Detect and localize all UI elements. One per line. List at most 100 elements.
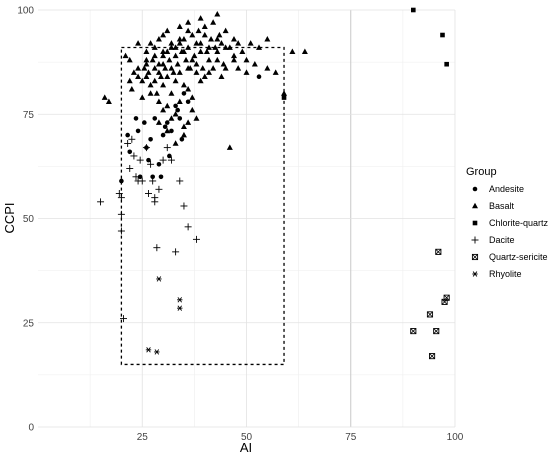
andesite-point <box>160 132 166 138</box>
dacite-point <box>163 144 171 152</box>
basalt-point <box>193 69 200 75</box>
legend-item-chlorite-quartz: Chlorite-quartz <box>472 218 549 228</box>
andesite-point <box>135 128 141 134</box>
basalt-point <box>151 52 158 59</box>
legend-label-chlorite-quartz: Chlorite-quartz <box>489 218 549 228</box>
andesite-point <box>156 161 162 167</box>
basalt-point <box>155 35 162 42</box>
rhyolite-point <box>145 347 152 353</box>
dacite-point <box>126 164 134 172</box>
legend-key-basalt <box>472 202 478 209</box>
legend-key-andesite <box>472 186 478 192</box>
dacite-point <box>172 248 180 256</box>
andesite-point <box>150 174 155 180</box>
legend-key-rhyolite <box>472 271 478 277</box>
basalt-point <box>216 31 223 38</box>
quartz-sericite-point <box>433 328 440 335</box>
legend-item-basalt: Basalt <box>472 201 515 211</box>
dacite-point <box>132 173 140 181</box>
andesite-point <box>146 157 151 163</box>
basalt-point <box>239 48 246 54</box>
basalt-point <box>218 40 225 46</box>
basalt-point <box>210 65 217 71</box>
chlorite-quartz-point <box>444 61 449 67</box>
basalt-point <box>193 61 200 67</box>
rhyolite-point <box>177 297 183 303</box>
basalt-point <box>172 140 179 146</box>
x-tick-label: 75 <box>345 432 357 443</box>
basalt-point <box>191 52 198 59</box>
basalt-point <box>139 94 146 100</box>
basalt-point <box>226 44 233 50</box>
selection-box <box>120 46 285 366</box>
dacite-point <box>97 198 105 206</box>
basalt-point <box>160 81 167 88</box>
basalt-point <box>168 40 175 46</box>
quartz-sericite-point <box>410 328 417 335</box>
basalt-point <box>143 48 150 54</box>
axis-ticks: 25 50 75 100 0 25 50 75 100 <box>17 6 463 444</box>
dacite-point <box>151 194 159 202</box>
basalt-point <box>162 65 169 71</box>
basalt-point <box>143 61 150 67</box>
dacite-point <box>119 315 127 323</box>
basalt-point <box>235 40 242 46</box>
basalt-point <box>301 48 308 54</box>
andesite-point <box>152 116 158 121</box>
y-tick-label: 0 <box>28 423 34 434</box>
basalt-point <box>155 119 162 125</box>
basalt-point <box>183 56 190 63</box>
basalt-point <box>135 73 142 80</box>
rhyolite-point <box>177 305 183 311</box>
basalt-point <box>203 48 210 54</box>
basalt-point <box>230 35 237 42</box>
y-tick-label: 100 <box>17 6 34 17</box>
basalt-point <box>155 61 162 67</box>
basalt-point <box>185 19 192 25</box>
basalt-point <box>147 81 154 88</box>
basalt-point <box>151 65 158 71</box>
dacite-point <box>115 189 123 197</box>
basalt-point <box>230 52 237 59</box>
basalt-point <box>151 44 158 50</box>
basalt-point <box>128 86 135 92</box>
dacite-point <box>184 223 192 231</box>
basalt-point <box>160 52 167 59</box>
dacite-point <box>117 194 125 202</box>
basalt-point <box>189 31 196 38</box>
chlorite-quartz-point <box>411 7 416 13</box>
basalt-point <box>180 123 187 130</box>
basalt-point <box>205 69 212 75</box>
x-tick-label: 50 <box>241 432 253 443</box>
basalt-point <box>141 65 148 71</box>
basalt-point <box>139 77 146 84</box>
basalt-point <box>172 111 179 117</box>
basalt-point <box>126 77 133 84</box>
data-points <box>97 7 450 360</box>
basalt-point <box>208 35 215 42</box>
andesite-point <box>175 107 180 113</box>
basalt-point <box>155 98 162 105</box>
basalt-point <box>214 56 221 63</box>
andesite-point <box>169 128 174 134</box>
basalt-point <box>222 27 229 34</box>
quartz-sericite-point <box>443 294 450 301</box>
quartz-sericite-point <box>429 353 436 360</box>
basalt-point <box>149 56 156 63</box>
legend-label-quartz-sericite: Quartz-sericite <box>489 252 548 262</box>
andesite-point <box>133 116 139 121</box>
basalt-point <box>214 48 221 54</box>
basalt-point <box>251 61 258 67</box>
basalt-point <box>185 86 192 92</box>
basalt-point <box>164 27 171 34</box>
basalt-point <box>197 77 204 84</box>
basalt-point <box>172 52 179 59</box>
basalt-point <box>147 40 154 46</box>
legend-label-basalt: Basalt <box>489 201 515 211</box>
basalt-point <box>101 94 108 100</box>
basalt-point <box>151 77 158 84</box>
basalt-point <box>212 44 219 50</box>
basalt-point <box>168 65 175 71</box>
basalt-point <box>222 44 229 50</box>
basalt-point <box>160 31 167 38</box>
